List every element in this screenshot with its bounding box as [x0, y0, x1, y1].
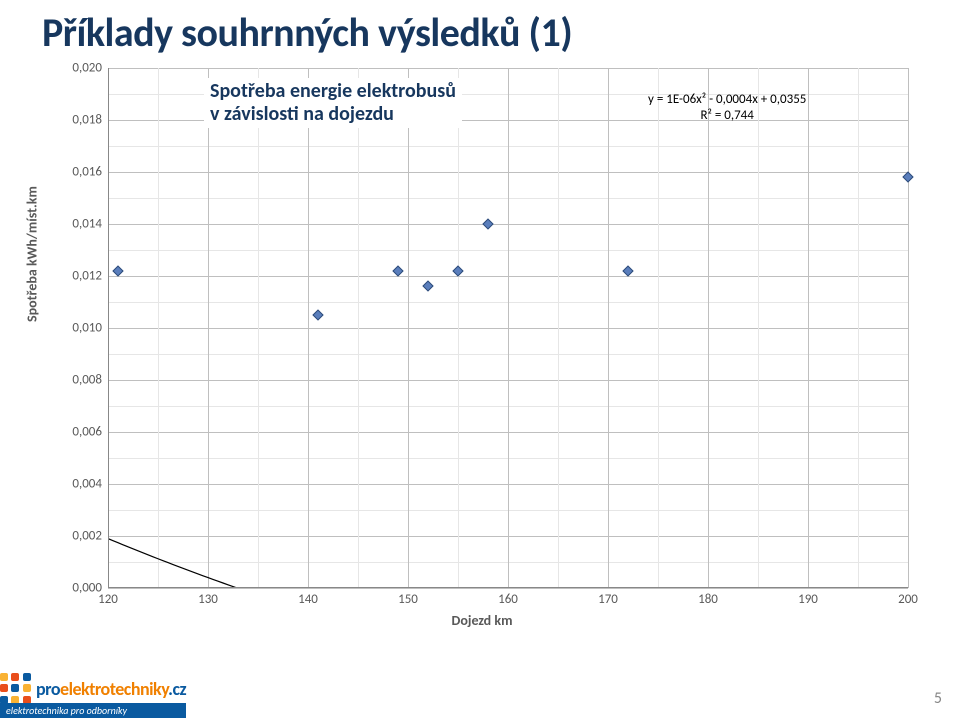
- inset-title-line2: v závislosti na dojezdu: [210, 103, 456, 126]
- chart: Spotřeba energie elektrobusů v závislost…: [42, 62, 922, 632]
- footer-logo: proelektrotechniky.cz elektrotechnika pr…: [0, 673, 186, 718]
- x-tick-label: 130: [188, 592, 228, 607]
- y-tick-label: 0,018: [52, 113, 102, 128]
- logo-tagline: elektrotechnika pro odborníky: [0, 703, 186, 718]
- trend-equation: y = 1E-06x² - 0,0004x + 0,0355 R² = 0,74…: [648, 92, 806, 123]
- y-tick-label: 0,008: [52, 373, 102, 388]
- y-axis-line: [108, 68, 109, 588]
- x-tick-label: 120: [88, 592, 128, 607]
- gridline-major-h: [108, 588, 908, 589]
- gridline-major-v: [908, 68, 909, 588]
- x-tick-label: 200: [888, 592, 928, 607]
- logo-text-pro: pro: [36, 678, 60, 700]
- slide-title: Příklady souhrnných výsledků (1): [0, 0, 960, 57]
- x-tick-label: 190: [788, 592, 828, 607]
- x-tick-label: 170: [588, 592, 628, 607]
- chart-inset-title: Spotřeba energie elektrobusů v závislost…: [204, 78, 462, 128]
- equation-line2: R² = 0,744: [648, 108, 806, 124]
- equation-line1: y = 1E-06x² - 0,0004x + 0,0355: [648, 92, 806, 108]
- y-tick-label: 0,020: [52, 61, 102, 76]
- plot-area: Spotřeba energie elektrobusů v závislost…: [108, 68, 908, 588]
- logo-dots-icon: [0, 673, 32, 705]
- x-tick-label: 160: [488, 592, 528, 607]
- y-tick-label: 0,012: [52, 269, 102, 284]
- y-tick-label: 0,010: [52, 321, 102, 336]
- y-tick-label: 0,016: [52, 165, 102, 180]
- y-axis-label: Spotřeba kWh/míst.km: [24, 186, 41, 322]
- logo-text: proelektrotechniky.cz: [36, 678, 186, 700]
- trendline: [108, 68, 908, 588]
- page-number: 5: [934, 689, 942, 708]
- inset-title-line1: Spotřeba energie elektrobusů: [210, 80, 456, 103]
- y-tick-label: 0,006: [52, 425, 102, 440]
- logo-text-cz: .cz: [168, 678, 186, 700]
- y-tick-label: 0,002: [52, 529, 102, 544]
- x-axis-label: Dojezd km: [42, 612, 922, 629]
- x-tick-label: 140: [288, 592, 328, 607]
- logo-text-elektro: elektrotechniky: [60, 678, 168, 700]
- x-axis-line: [108, 587, 908, 588]
- x-tick-label: 150: [388, 592, 428, 607]
- y-tick-label: 0,014: [52, 217, 102, 232]
- y-tick-label: 0,004: [52, 477, 102, 492]
- x-tick-label: 180: [688, 592, 728, 607]
